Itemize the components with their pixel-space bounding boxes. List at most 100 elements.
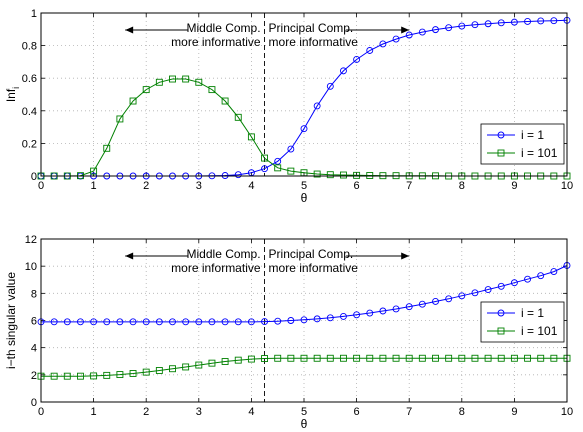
chart-2-right-arrow-head [401, 252, 410, 260]
chart-2-series-1-point [208, 318, 216, 326]
chart-2-x-axis-label: θ [301, 417, 308, 431]
chart-2-series-2-point [195, 361, 203, 369]
chart-2-series-1-point [497, 282, 505, 290]
chart-2-series-2-point [392, 354, 400, 362]
chart-1-series-1-point [537, 17, 545, 25]
chart-2-x-tick-label: 9 [511, 406, 517, 418]
chart-1-annotation-principal-subtitle: more informative [269, 35, 359, 49]
chart-2-series-2-point [524, 354, 531, 362]
chart-2-series-1-point [445, 295, 453, 303]
chart-2-axes-box [40, 238, 568, 403]
chart-1-x-axis-label: θ [301, 191, 308, 205]
chart-1-legend: i = 1 i = 101 [480, 123, 565, 165]
chart-2-y-tick-label: 10 [25, 261, 37, 273]
chart-2-series-2-point [221, 358, 229, 365]
chart-2-series-2-point [366, 354, 374, 362]
chart-2-y-axis-label: i−th singular value [4, 272, 18, 369]
chart-2-series-2-point [169, 365, 176, 373]
chart-1-series-1-point [445, 24, 453, 32]
chart-2-series-1-point [287, 317, 295, 324]
chart-1-series-2-point [313, 170, 321, 178]
chart-2-y-tick-label: 2 [31, 370, 37, 382]
chart-2-series-1-point [90, 318, 98, 326]
chart-2-x-tick-label: 0 [38, 406, 44, 418]
chart-2-series-1-point [510, 279, 518, 287]
chart-1-series-2-point [169, 75, 176, 83]
chart-1-series-2-point [353, 171, 361, 179]
chart-2-series-2-point [208, 359, 216, 367]
chart-2-series-1-point [340, 312, 347, 320]
chart-2-series-1-point [142, 318, 150, 326]
chart-1-annotation-middle-subtitle: more informative [171, 35, 261, 49]
chart-1-series-1-point [432, 26, 439, 34]
chart-2-series-2-point [326, 354, 334, 362]
chart-1-x-tick-label: 9 [511, 180, 517, 192]
chart-1-left-arrow-head [125, 26, 134, 34]
chart-2-series-1-point [155, 318, 163, 326]
chart-1-series-2-point [182, 75, 190, 83]
chart-1-series-2-point [103, 144, 111, 152]
chart-2-series-1-point [195, 318, 203, 326]
chart-1-series-1-point [379, 40, 387, 48]
chart-2-series-2-point [458, 354, 466, 362]
chart-1-series-2-point [221, 97, 229, 105]
chart-1-series-2-point [142, 86, 150, 94]
chart-2-annotation-principal-title: Principal Comp. [269, 247, 354, 261]
chart-1-x-tick-label: 10 [561, 180, 573, 192]
chart-2-series-2-point [550, 354, 558, 362]
chart-2-x-tick-label: 1 [91, 406, 97, 418]
chart-2-series-1-point [63, 318, 71, 326]
chart-1-x-tick-label: 4 [248, 180, 254, 192]
chart-1-series-2-point [234, 113, 242, 121]
chart-2-x-tick-label: 7 [406, 406, 412, 418]
chart-2-series-1-point [261, 318, 268, 326]
chart-2-series-1-point [116, 318, 124, 326]
chart-2-series-2-point [353, 354, 361, 362]
chart-1-series-1-point [418, 28, 426, 36]
chart-2-x-tick-label: 10 [561, 406, 573, 418]
chart-1-series-1-point [405, 31, 413, 39]
chart-1-y-tick-label: 0.6 [22, 73, 37, 85]
chart-2-series-2-point [155, 367, 163, 374]
chart-2-series-2-point [76, 372, 84, 380]
chart-1-y-axis-label: Infi [4, 87, 21, 102]
chart-1-legend-label: i = 101 [521, 146, 558, 160]
chart-2-series-2-point [432, 354, 439, 362]
chart-2-series-1-point [537, 272, 545, 280]
chart-2-series-2-point [261, 355, 268, 362]
chart-2-x-tick-label: 8 [459, 406, 465, 418]
chart-2-series-2-line [41, 357, 567, 377]
chart-1-series-1-point [484, 20, 492, 28]
chart-1-series-1-point [366, 47, 374, 54]
chart-1-series-1-point [497, 19, 505, 27]
chart-2-series-1-point [524, 275, 531, 283]
chart-1-y-tick-label: 0 [31, 171, 37, 183]
chart-1-series-1-point [287, 145, 295, 153]
chart-1-y-tick-label: 0.8 [22, 41, 37, 53]
chart-1-series-1-point [550, 17, 558, 25]
chart-2-series-2-point [471, 354, 479, 362]
chart-1-legend-marker-square [497, 149, 505, 157]
chart-1-series-2-point [274, 164, 282, 172]
chart-2-series-1-point [274, 317, 282, 325]
chart-2-series-2-point [287, 354, 295, 362]
chart-2-series-1-point [432, 298, 439, 305]
chart-2-legend-marker-square [497, 327, 505, 335]
chart-1-plot-area [41, 13, 567, 176]
chart-2-series-1-point [129, 318, 137, 326]
chart-1-series-2-point [261, 154, 268, 162]
chart-1-series-2-point [247, 133, 255, 141]
chart-2-series-2-point [182, 363, 190, 371]
chart-2-series-2-point [129, 370, 137, 377]
chart-2-series-1-point [169, 318, 176, 326]
chart-2-series-2-point [63, 372, 71, 380]
chart-2-x-tick-label: 4 [248, 406, 254, 418]
chart-2-series-2-point [418, 354, 426, 362]
chart-1-y-tick-label: 0.4 [22, 106, 37, 118]
chart-1-series-1-point [458, 22, 466, 30]
chart-1-series-1-point [261, 165, 268, 173]
chart-1-axes-box [40, 12, 568, 177]
